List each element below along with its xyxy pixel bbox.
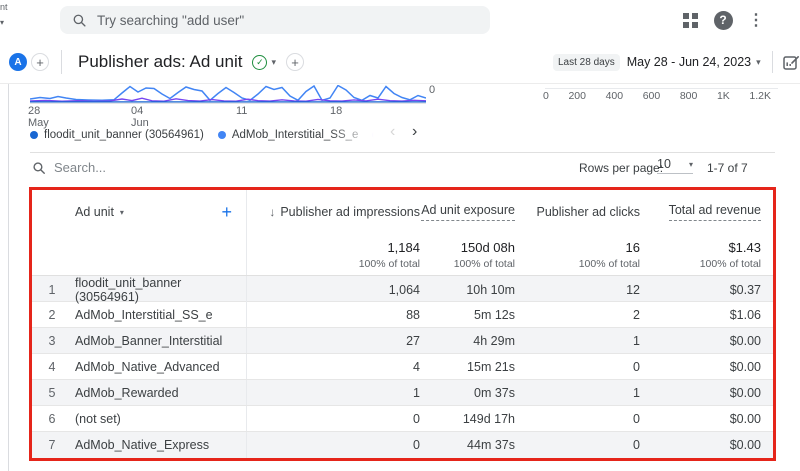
date-range-chip: Last 28 days [553,53,620,71]
table-header-row: Ad unit ▾ + ↓ Publisher ad impressions A… [32,190,773,234]
sort-desc-icon: ↓ [269,205,276,219]
caret-down-icon: ▾ [119,207,124,217]
ad-unit-name: AdMob_Rewarded [72,380,247,405]
header-index-cell [32,190,72,234]
date-range-value[interactable]: May 28 - Jun 24, 2023 [626,55,752,69]
table-row: 2 AdMob_Interstitial_SS_e 88 5m 12s 2 $1… [32,302,773,328]
global-search[interactable] [60,6,490,34]
report-header: A + Publisher ads: Ad unit ✓ ▾ + Last 28… [0,40,800,84]
add-comparison-button[interactable]: + [31,53,49,71]
table-totals-row: 1,184 100% of total 150d 08h 100% of tot… [32,234,773,276]
pagination-label: 1-7 of 7 [707,161,748,175]
bar-tick: 200 [568,90,586,102]
rows-per-page-label: Rows per page: [579,161,664,175]
ad-unit-name: floodit_unit_banner (30564961) [72,276,247,304]
account-avatar[interactable]: A [9,53,27,71]
legend-dot [372,131,381,139]
property-fragment-text: nt [0,2,8,12]
diagnostics-grid-icon[interactable] [678,0,702,40]
table-search-input[interactable] [54,158,274,176]
total-clicks: 16 [625,239,640,255]
x-axis-tick: 11 [236,105,248,117]
report-header-left: A + Publisher ads: Ad unit ✓ ▾ + [0,40,304,84]
column-header-exposure[interactable]: Ad unit exposure [421,190,527,234]
table-row: 7 AdMob_Native_Express 0 44m 37s 0 $0.00 [32,432,773,458]
table-row: 3 AdMob_Banner_Interstitial 27 4h 29m 1 … [32,328,773,354]
table-row: 6 (not set) 0 149d 17h 0 $0.00 [32,406,773,432]
ad-unit-name: (not set) [72,406,247,431]
x-axis-tick: 18 [330,105,343,117]
legend-chevron-right-icon[interactable]: › [412,123,418,140]
legend-dot [30,131,38,139]
column-header-clicks[interactable]: Publisher ad clicks [536,205,640,219]
question-mark: ? [713,10,733,30]
search-icon [73,14,86,27]
header-divider [61,50,62,74]
bar-tick: 1.2K [749,90,771,102]
table-row: 5 AdMob_Rewarded 1 0m 37s 1 $0.00 [32,380,773,406]
caret-down-icon: ▾ [688,159,693,169]
column-header-impressions[interactable]: ↓ Publisher ad impressions [269,205,420,219]
add-tab-button[interactable]: + [285,53,304,71]
ad-unit-name: AdMob_Interstitial_SS_e [72,302,247,327]
annotation-box: Ad unit ▾ + ↓ Publisher ad impressions A… [29,187,776,461]
global-search-input[interactable] [97,12,478,28]
ad-unit-name: AdMob_Native_Express [72,432,247,458]
left-gutter-line [8,84,9,471]
legend-chevron-left-icon[interactable]: ‹ [390,123,396,140]
date-caret-icon[interactable]: ▾ [756,56,761,67]
legend-dot [217,131,226,139]
add-column-button[interactable]: + [221,201,232,222]
customize-report-icon[interactable] [782,53,800,71]
grid-squares [682,12,698,28]
bar-tick: 600 [642,90,661,102]
table-top-divider [30,152,775,153]
bar-tick: 1K [716,90,730,102]
help-icon[interactable]: ? [710,0,736,40]
data-quality-icon[interactable]: ✓ [252,54,268,70]
ad-unit-name: AdMob_Native_Advanced [72,354,247,379]
page-title: Publisher ads: Ad unit [78,52,243,71]
bar-chart-axis-ticks: 0 200 400 600 800 1K 1.2K [543,90,771,102]
data-table: Ad unit ▾ + ↓ Publisher ad impressions A… [32,190,773,458]
total-revenue: $1.43 [728,239,761,255]
rows-per-page-select[interactable]: 10 ▾ [657,157,693,174]
more-vertical-icon[interactable]: ⋮ [748,12,764,29]
chart-legend: floodit_unit_banner (30564961) AdMob_Int… [30,126,390,144]
caret-down-icon: ▾ [0,18,5,27]
report-header-right: Last 28 days May 28 - Jun 24, 2023 ▾ [553,40,800,84]
total-exposure: 150d 08h [460,239,515,255]
topbar: nt ▾ ? ⋮ [0,0,800,40]
total-impressions: 1,184 [387,239,420,255]
legend-item: AdMob_Banner_Interstitial [372,129,390,141]
badge-caret-icon[interactable]: ▾ [271,56,276,67]
x-axis-tick: 04 Jun [131,105,149,129]
bar-chart-axis-line [545,88,778,89]
dimension-header[interactable]: Ad unit ▾ + [72,190,247,234]
ad-unit-name: AdMob_Banner_Interstitial [72,328,247,353]
property-switcher-fragment: nt ▾ [0,2,14,28]
table-row: 1 floodit_unit_banner (30564961) 1,064 1… [32,276,773,304]
bar-tick: 400 [605,90,624,102]
bar-tick: 0 [543,90,549,102]
line-chart [30,85,426,104]
column-header-revenue[interactable]: Total ad revenue [652,190,773,234]
table-row: 4 AdMob_Native_Advanced 4 15m 21s 0 $0.0… [32,354,773,380]
header-right-divider [771,51,773,73]
bar-tick: 800 [679,90,698,102]
table-search-icon [33,162,45,174]
x-axis-tick: 28 May [28,105,49,129]
legend-item: AdMob_Interstitial_SS_e [217,129,358,141]
legend-item: floodit_unit_banner (30564961) [30,129,204,141]
line-chart-zero-label: 0 [429,84,436,96]
